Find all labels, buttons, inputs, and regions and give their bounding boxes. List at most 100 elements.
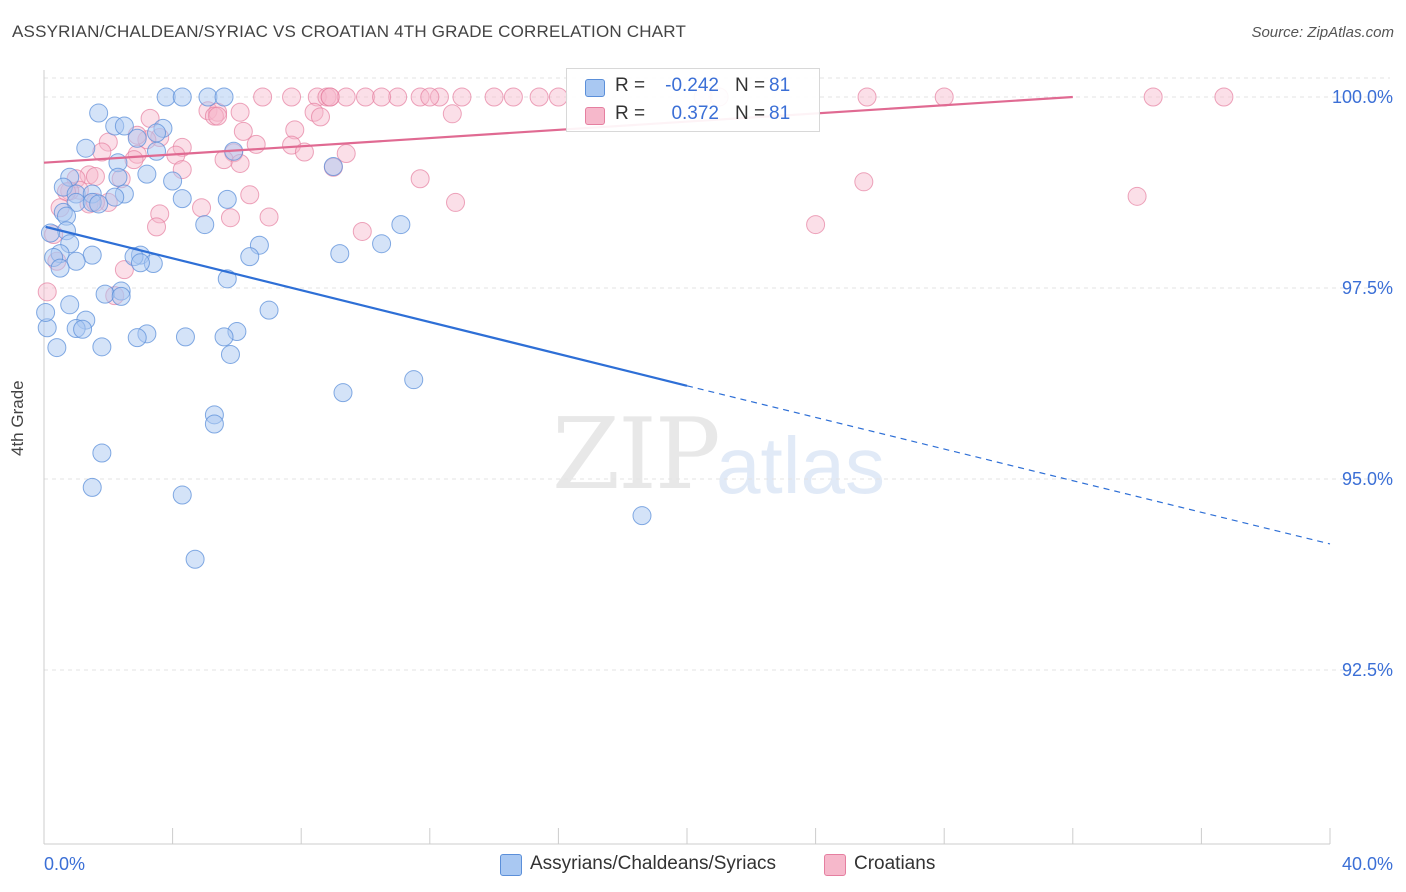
croatians-point	[240, 185, 260, 205]
assyrians-point	[259, 300, 279, 320]
assyrians-point	[185, 549, 205, 569]
y-tick-label: 92.5%	[1342, 660, 1393, 680]
assyrians-point	[198, 87, 218, 107]
croatians-point	[79, 165, 99, 185]
legend-r-value: 0.372	[671, 103, 719, 124]
assyrians-point	[330, 244, 350, 264]
croatians-trend-line	[43, 95, 1073, 164]
legend-n-value: 81	[769, 103, 791, 124]
assyrians-point	[214, 87, 234, 107]
croatians-point	[230, 102, 250, 122]
legend-n-label: N =	[735, 75, 766, 96]
croatians-point	[529, 87, 549, 107]
assyrians-point	[36, 302, 56, 322]
assyrians-point	[195, 215, 215, 235]
watermark-zip: ZIP	[552, 398, 721, 512]
croatians-point	[310, 107, 330, 127]
croatians-point	[259, 207, 279, 227]
assyrians-point	[217, 269, 237, 289]
assyrians-point	[147, 141, 167, 161]
croatians-point	[1143, 87, 1163, 107]
assyrians-point	[404, 370, 424, 390]
y-tick-label: 100.0%	[1332, 87, 1393, 107]
croatians-point	[320, 87, 340, 107]
croatians-point	[352, 221, 372, 241]
assyrians-point	[175, 327, 195, 347]
croatians-point	[452, 87, 472, 107]
y-tick-label: 97.5%	[1342, 278, 1393, 298]
legend-swatch-blue	[585, 79, 605, 97]
assyrians-point	[47, 338, 67, 358]
croatians-point	[410, 87, 430, 107]
croatians-point	[37, 282, 57, 302]
croatians-point	[294, 142, 314, 162]
legend-r-value: -0.242	[665, 75, 719, 96]
assyrians-point	[333, 383, 353, 403]
watermark-atlas: atlas	[716, 421, 885, 510]
assyrians-point	[40, 223, 60, 243]
croatians-point	[172, 137, 192, 157]
croatians-point	[98, 132, 118, 152]
assyrians-point	[240, 247, 260, 267]
croatians-point	[806, 215, 826, 235]
croatians-point	[253, 87, 273, 107]
assyrians-point	[92, 337, 112, 357]
assyrians-point	[89, 194, 109, 214]
source-note: Source: ZipAtlas.com	[1251, 24, 1394, 41]
assyrians-point	[82, 245, 102, 265]
croatians-point	[192, 198, 212, 218]
legend-row-croatians: R = 0.372 N = 81	[567, 101, 819, 129]
correlation-legend: R = -0.242 N = 81 R = 0.372 N = 81	[566, 68, 820, 132]
assyrians-point	[108, 167, 128, 187]
assyrians-point	[220, 344, 240, 364]
croatians-point	[503, 87, 523, 107]
assyrians-point	[217, 189, 237, 209]
legend-r-label: R =	[615, 75, 646, 96]
assyrians-point	[111, 286, 131, 306]
x-tick-label: 0.0%	[44, 854, 85, 874]
croatians-point	[336, 144, 356, 164]
croatians-point	[388, 87, 408, 107]
legend-r-label: R =	[615, 103, 646, 124]
croatians-point	[854, 172, 874, 192]
assyrians-point	[92, 443, 112, 463]
croatians-point	[147, 217, 167, 237]
assyrians-point	[95, 284, 115, 304]
chart-title: ASSYRIAN/CHALDEAN/SYRIAC VS CROATIAN 4TH…	[12, 22, 687, 41]
assyrians-trend-extension	[686, 385, 1331, 545]
croatians-point	[208, 106, 228, 126]
assyrians-point	[391, 215, 411, 235]
croatians-point	[220, 208, 240, 228]
assyrians-point	[214, 327, 234, 347]
assyrians-point	[172, 87, 192, 107]
assyrians-point	[127, 128, 147, 148]
croatians-point	[233, 121, 253, 141]
croatians-point	[356, 87, 375, 107]
y-axis-label: 4th Grade	[8, 380, 27, 456]
assyrians-point	[172, 485, 192, 505]
croatians-point	[85, 166, 105, 186]
croatians-point	[372, 87, 392, 107]
croatians-point	[124, 150, 144, 170]
croatians-point	[548, 87, 568, 107]
croatians-point	[282, 87, 302, 107]
croatians-point	[114, 260, 134, 280]
legend-swatch-pink	[585, 107, 605, 125]
assyrians-point	[50, 258, 70, 278]
bottom-legend-swatch-blue	[500, 854, 522, 876]
assyrians-point	[137, 164, 157, 184]
assyrians-point	[204, 414, 224, 434]
y-tick-label: 95.0%	[1342, 469, 1393, 489]
croatians-point	[429, 87, 449, 107]
croatians-point	[442, 104, 462, 124]
assyrians-point	[60, 295, 80, 315]
bottom-legend-swatch-pink	[824, 854, 846, 876]
assyrians-point	[130, 253, 150, 273]
assyrians-trend-line	[45, 225, 688, 387]
assyrians-point	[66, 251, 86, 271]
assyrians-point	[632, 506, 652, 526]
croatians-point	[1127, 186, 1147, 206]
croatians-point	[336, 87, 356, 107]
croatians-point	[410, 169, 430, 189]
